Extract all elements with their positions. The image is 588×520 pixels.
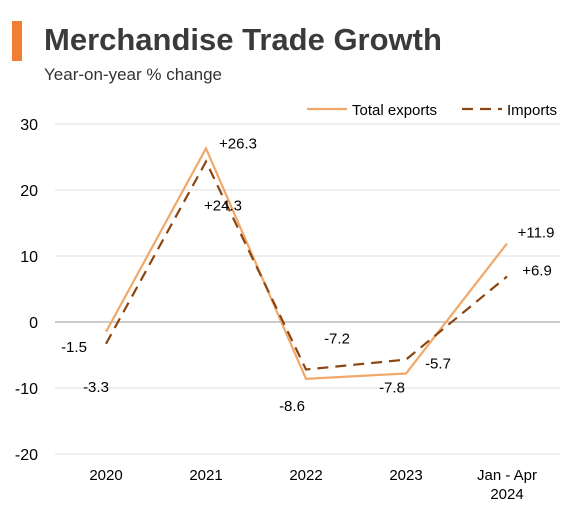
x-tick-label: 2023: [389, 467, 422, 484]
data-label: +6.9: [522, 262, 552, 279]
data-label: +11.9: [518, 224, 555, 241]
legend-label: Total exports: [352, 102, 437, 119]
data-label: -8.6: [279, 398, 305, 415]
x-tick-label: 2021: [189, 467, 222, 484]
title-accent-bar: [12, 21, 22, 61]
x-tick-label: Jan - Apr 2024: [477, 467, 537, 503]
data-label: +24.3: [204, 198, 242, 215]
series-lines: [105, 145, 508, 380]
legend-label: Imports: [507, 102, 557, 119]
data-label: -5.7: [425, 356, 451, 373]
y-tick-label: 10: [20, 249, 38, 266]
y-tick-label: -20: [15, 447, 38, 464]
data-label: +26.3: [219, 135, 257, 152]
data-labels: -1.5 +26.3 -8.6 -7.8 +11.9 -3.3 +24.3 -7.2 -5.7 +…: [61, 135, 554, 414]
y-tick-label: 0: [29, 315, 38, 332]
x-tick-label: 2020: [89, 467, 122, 484]
series-line-imports: [105, 159, 508, 371]
y-tick-label: 30: [20, 117, 38, 134]
y-tick-label: -10: [15, 381, 38, 398]
x-tick-label: 2022: [289, 467, 322, 484]
data-label: -1.5: [61, 339, 87, 356]
y-tick-label: 20: [20, 183, 38, 200]
data-label: -3.3: [83, 379, 109, 396]
data-label: -7.2: [324, 331, 350, 348]
legend: Total exports Imports: [307, 102, 557, 119]
x-axis-tick-labels: 2020 2021 2022 2023 Jan - Apr 2024: [89, 467, 537, 503]
chart-subtitle: Year-on-year % change: [44, 65, 222, 84]
series-line-total-exports: [105, 145, 508, 380]
y-axis-tick-labels: -20 -10 0 10 20 30: [15, 117, 38, 464]
data-label: -7.8: [379, 379, 405, 396]
chart-title: Merchandise Trade Growth: [44, 22, 442, 57]
gridlines: [55, 123, 560, 455]
